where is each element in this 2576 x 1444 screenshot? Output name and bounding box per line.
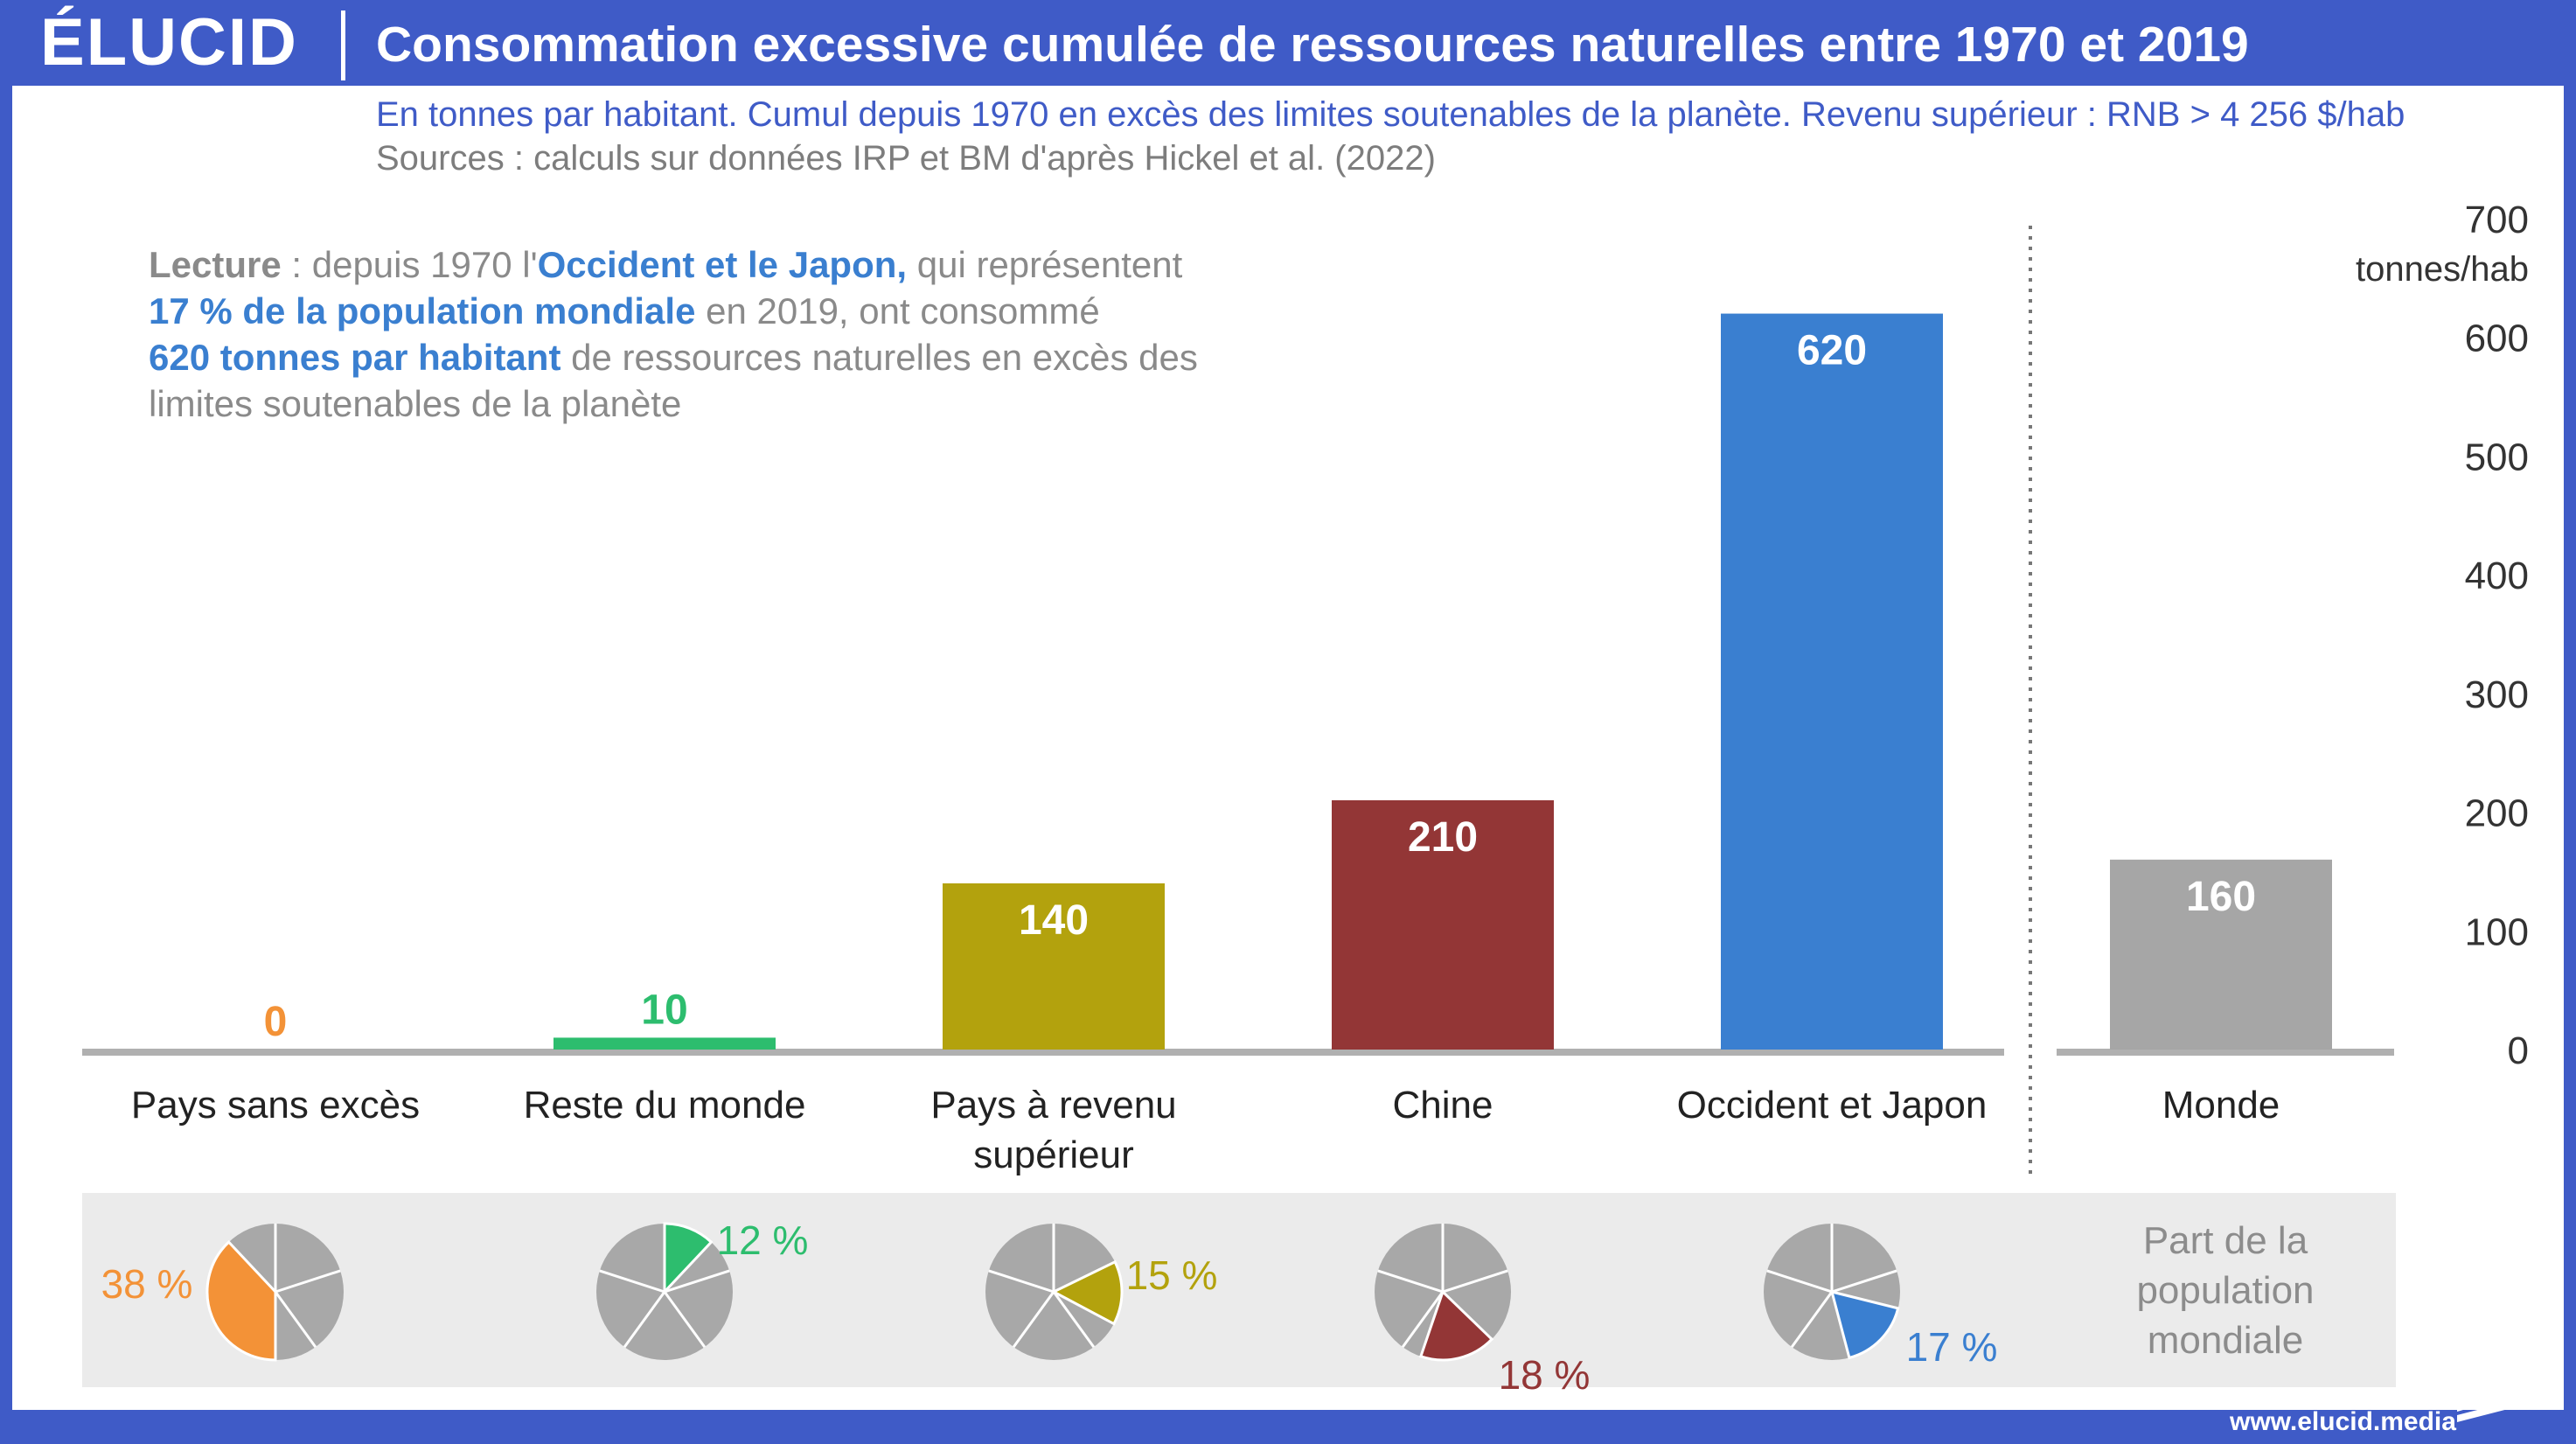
pie-divider — [1790, 1291, 1834, 1348]
bar — [943, 883, 1165, 1050]
y-tick-label: 500 — [2465, 436, 2529, 478]
pie-highlight-slice — [663, 1222, 714, 1295]
reading-text-1: : depuis 1970 l' — [281, 244, 538, 285]
x-tick-label: Chine — [1393, 1084, 1493, 1127]
x-tick-label: Pays sans excès — [131, 1084, 420, 1127]
y-tick-label: 400 — [2465, 555, 2529, 597]
pie-divider — [1377, 1269, 1444, 1294]
pie-divider — [275, 1269, 341, 1294]
bar-value-label: 620 — [1797, 328, 1867, 374]
reading-highlight-1: Occident et le Japon, — [537, 244, 908, 285]
pie-divider — [1401, 1291, 1445, 1348]
logo: ÉLUCID — [40, 5, 298, 80]
footer-url[interactable]: www.elucid.media — [2230, 1407, 2456, 1436]
chart-sources: Sources : calculs sur données IRP et BM … — [376, 139, 1436, 178]
pie-divider — [623, 1291, 666, 1348]
pie-highlight-slice — [1418, 1289, 1494, 1362]
chart-title: Consommation excessive cumulée de ressou… — [376, 17, 2249, 73]
pie-highlight-slice — [1050, 1259, 1124, 1326]
pie-share-label: 17 % — [1906, 1324, 1998, 1370]
pie-divider — [1766, 1269, 1833, 1294]
bar-value-label: 10 — [641, 987, 687, 1033]
bar — [1721, 313, 1943, 1050]
chart-panel — [12, 86, 2564, 1410]
reading-text-3: en 2019, ont consommé — [695, 290, 1100, 331]
x-axis-baseline-monde — [2057, 1049, 2394, 1056]
reading-highlight-3: 620 tonnes par habitant — [149, 337, 561, 378]
pie-divider — [1012, 1291, 1055, 1348]
reading-note: Lecture : depuis 1970 l'Occident et le J… — [149, 241, 1312, 427]
pie-divider — [274, 1291, 317, 1348]
pie-share-label: 38 % — [101, 1261, 193, 1307]
pie-divider — [1442, 1269, 1508, 1294]
pie-divider — [663, 1291, 707, 1348]
population-share-label: Part de la population mondiale — [2136, 1219, 2315, 1362]
bar-value-label: 160 — [2186, 874, 2256, 920]
y-axis-unit-label: tonnes/hab — [2356, 250, 2529, 289]
header-bar: ÉLUCID Consommation excessive cumulée de… — [0, 0, 2576, 86]
bar-value-label: 140 — [1019, 897, 1089, 944]
chart-subtitle: En tonnes par habitant. Cumul depuis 197… — [376, 95, 2405, 134]
y-tick-label: 600 — [2465, 317, 2529, 360]
bar-value-label: 210 — [1408, 814, 1478, 861]
x-tick-label: Monde — [2162, 1084, 2280, 1127]
y-tick-label: 200 — [2465, 792, 2529, 835]
x-tick-label: Occident et Japon — [1677, 1084, 1988, 1127]
pie-divider — [599, 1269, 665, 1294]
x-tick-label: Reste du monde — [524, 1084, 806, 1127]
reading-highlight-2: 17 % de la population mondiale — [149, 290, 696, 331]
y-tick-label: 100 — [2465, 910, 2529, 953]
bar — [1332, 800, 1554, 1050]
pie-share-label: 12 % — [717, 1217, 809, 1263]
y-tick-label: 700 — [2465, 199, 2529, 241]
pie-divider — [988, 1269, 1055, 1294]
population-share-strip — [82, 1193, 2396, 1387]
elucid-mark-icon — [2457, 1387, 2518, 1422]
x-tick-label: Pays à revenu supérieur — [930, 1084, 1176, 1176]
pie-highlight-slice — [1829, 1289, 1900, 1360]
pie-divider — [1052, 1291, 1096, 1348]
bar-value-label: 0 — [264, 999, 288, 1045]
pie-highlight-slice — [205, 1240, 277, 1362]
bar — [2110, 859, 2332, 1050]
pie-divider — [1831, 1269, 1897, 1294]
pie-divider — [664, 1269, 730, 1294]
pie-share-label: 18 % — [1499, 1352, 1591, 1398]
pie-share-label: 15 % — [1126, 1252, 1218, 1298]
y-tick-label: 0 — [2508, 1029, 2529, 1072]
x-axis-baseline — [82, 1049, 2004, 1056]
reading-lead: Lecture — [149, 244, 282, 285]
reading-text-4: de ressources naturelles en excès des li… — [149, 337, 1198, 424]
bar — [553, 1037, 776, 1050]
reading-text-2: qui représentent — [907, 244, 1183, 285]
header-divider — [341, 10, 345, 80]
y-tick-label: 300 — [2465, 673, 2529, 716]
